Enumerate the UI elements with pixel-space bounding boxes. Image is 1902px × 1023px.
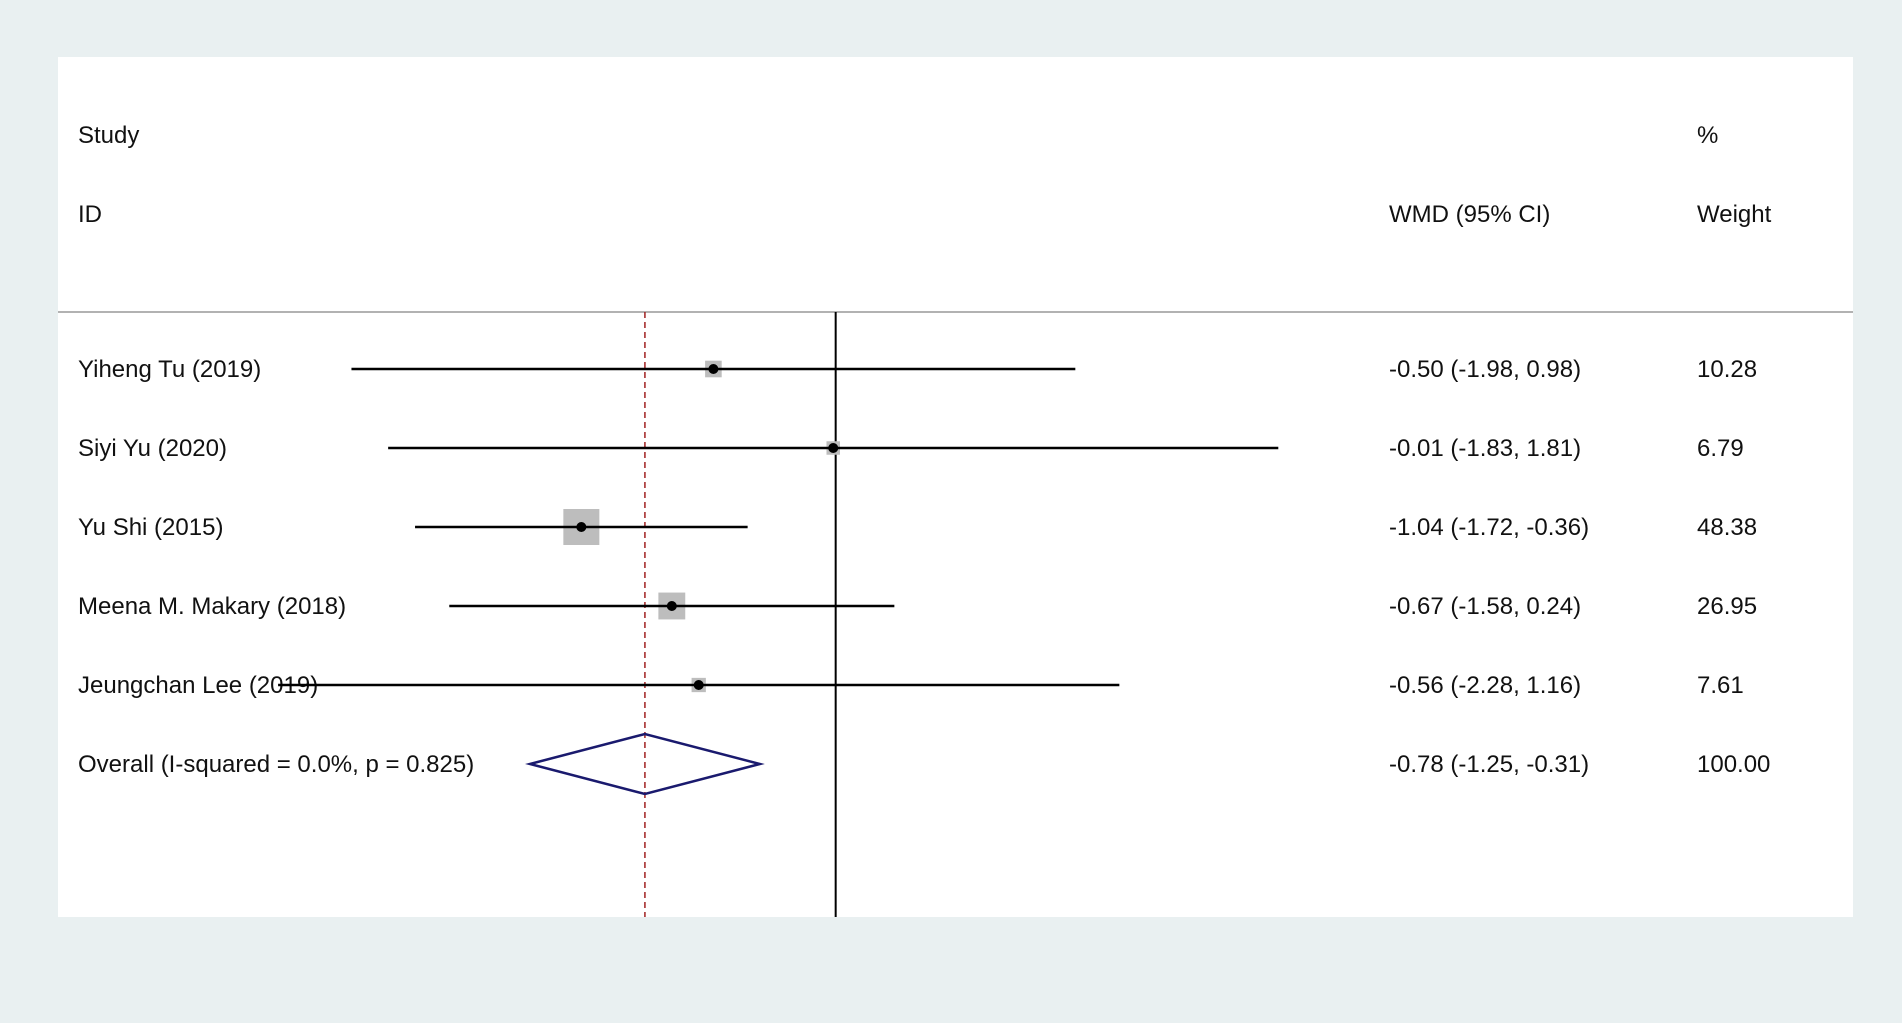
study-point [708, 364, 719, 374]
forest-plot-panel: Study ID WMD (95% CI) % Weight -2.2802.2… [58, 57, 1853, 917]
study-point [666, 601, 677, 611]
study-point [693, 680, 704, 690]
overall-weight-text: 100.00 [1697, 751, 1770, 778]
study-weight-text: 7.61 [1697, 672, 1744, 699]
study-ci-text: -0.01 (-1.83, 1.81) [1389, 435, 1581, 462]
header-effect: WMD (95% CI) [1389, 201, 1550, 228]
study-point [576, 522, 587, 532]
header-id: ID [78, 201, 102, 228]
study-label: Yu Shi (2015) [78, 514, 223, 541]
study-weight-text: 48.38 [1697, 514, 1757, 541]
header-percent: % [1697, 122, 1718, 149]
study-weight-text: 6.79 [1697, 435, 1744, 462]
study-ci-text: -1.04 (-1.72, -0.36) [1389, 514, 1589, 541]
study-ci-text: -0.50 (-1.98, 0.98) [1389, 356, 1581, 383]
header-weight: Weight [1697, 201, 1772, 228]
overall-diamond [525, 732, 765, 796]
study-label: Yiheng Tu (2019) [78, 356, 261, 383]
header-study: Study [78, 122, 139, 149]
study-ci-text: -0.56 (-2.28, 1.16) [1389, 672, 1581, 699]
study-label: Siyi Yu (2020) [78, 435, 227, 462]
study-label: Meena M. Makary (2018) [78, 593, 346, 620]
forest-marks: -2.2802.28Yiheng Tu (2019)-0.50 (-1.98, … [78, 312, 1770, 917]
study-ci-text: -0.67 (-1.58, 0.24) [1389, 593, 1581, 620]
overall-ci-text: -0.78 (-1.25, -0.31) [1389, 751, 1589, 778]
forest-plot: Study ID WMD (95% CI) % Weight -2.2802.2… [58, 122, 1853, 917]
study-point [828, 443, 839, 453]
study-weight-text: 26.95 [1697, 593, 1757, 620]
overall-label: Overall (I-squared = 0.0%, p = 0.825) [78, 751, 474, 778]
study-weight-text: 10.28 [1697, 356, 1757, 383]
